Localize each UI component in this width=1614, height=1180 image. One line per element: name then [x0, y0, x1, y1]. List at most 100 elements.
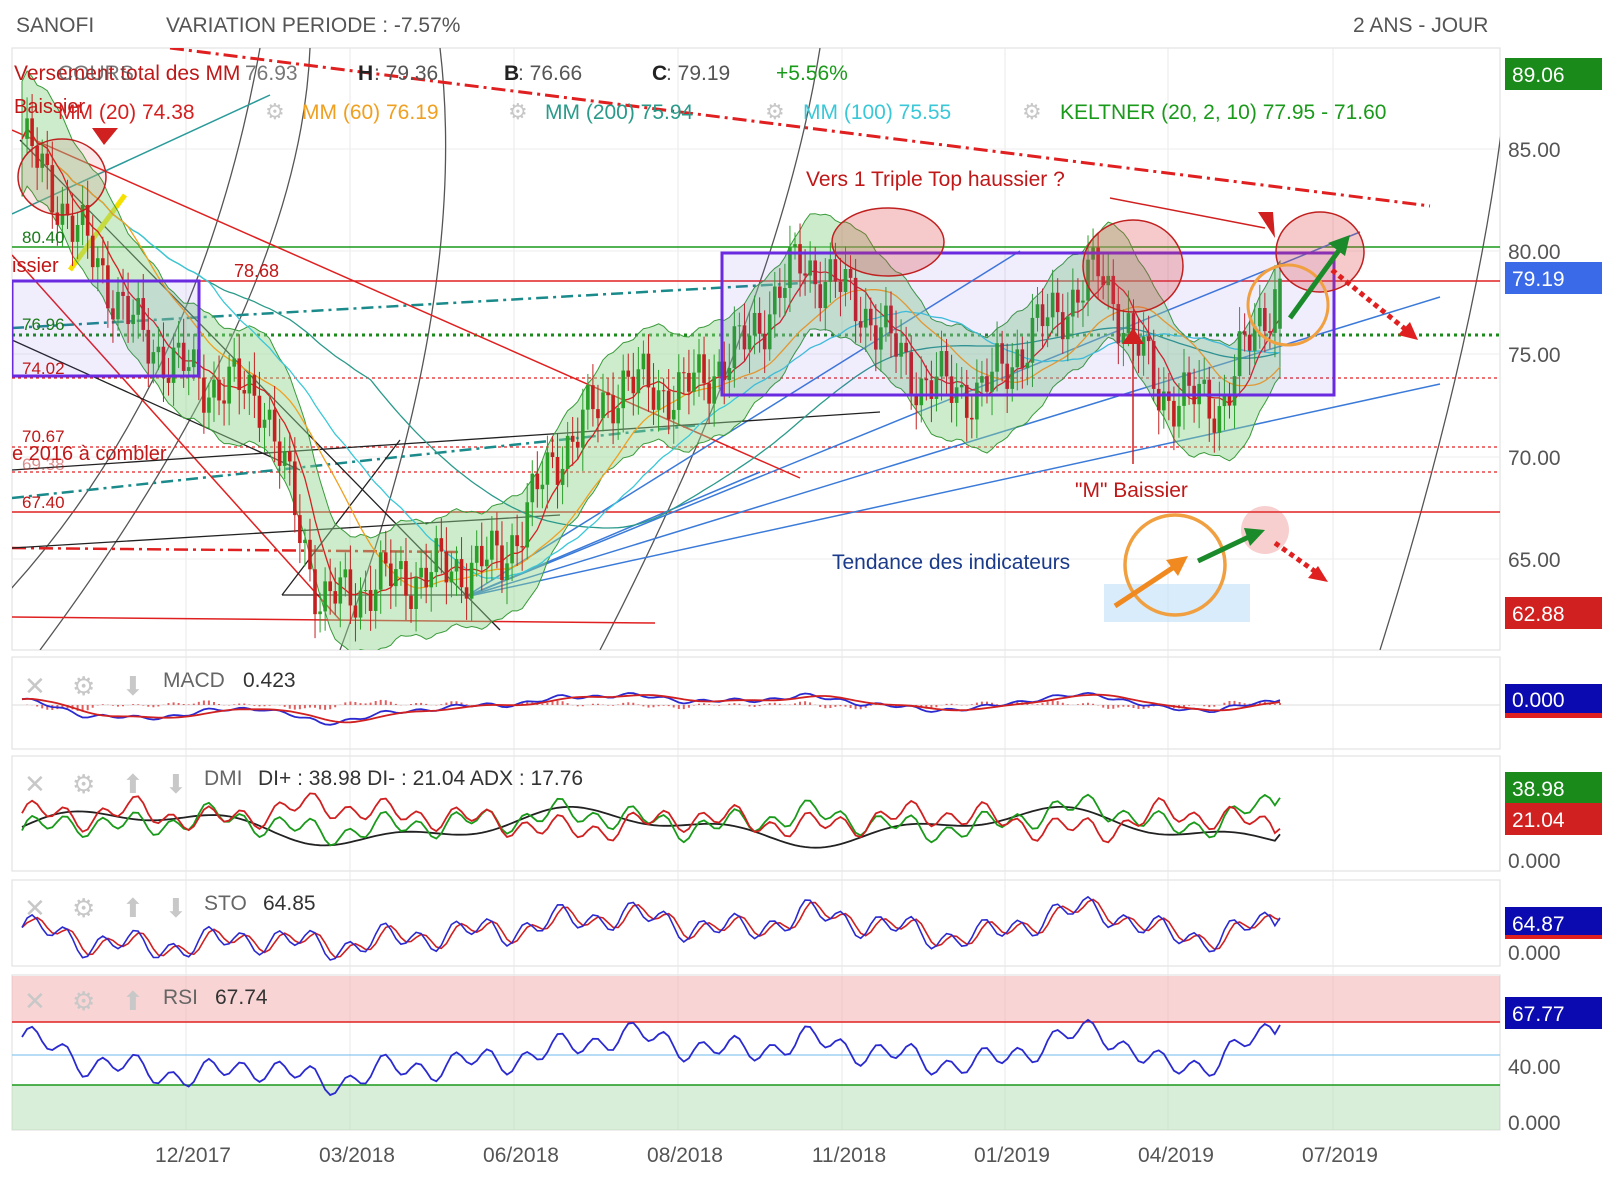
candle-body [303, 539, 307, 544]
arrow-up-icon[interactable]: ⬆ [122, 893, 144, 923]
candle-body [106, 265, 110, 309]
candle-body [318, 611, 322, 615]
candle-body [646, 353, 651, 388]
rsi-tick-40: 40.00 [1508, 1056, 1561, 1079]
candle-body [156, 346, 161, 353]
candle-body [990, 371, 994, 392]
candle-body [828, 259, 833, 282]
change-value: +5.56% [776, 62, 848, 85]
close-icon[interactable]: ✕ [24, 671, 46, 701]
candle-body [712, 376, 716, 404]
candle-body [980, 376, 984, 383]
candle-body [1096, 247, 1100, 277]
arrow-down-icon[interactable]: ⬇ [165, 893, 187, 923]
candle-body [874, 325, 878, 350]
sto-signal [21, 898, 1281, 959]
candle-body [959, 384, 964, 388]
gear-icon[interactable]: ⚙ [765, 99, 785, 124]
candles [25, 94, 1282, 642]
candle-body [1121, 332, 1126, 344]
candle-body [126, 295, 130, 325]
candle-body [242, 390, 247, 394]
candle-body [424, 567, 428, 588]
candle-body [429, 572, 434, 588]
candle-body [732, 326, 737, 369]
keltner-band [21, 70, 1281, 650]
mm-60-line [21, 127, 1281, 589]
candle-body [272, 409, 277, 442]
candle-body [919, 378, 924, 406]
mm-100-line [21, 127, 1281, 579]
mm-20-line [21, 127, 1281, 597]
arrow-up-icon[interactable]: ⬆ [122, 986, 144, 1016]
mm-200-line [21, 127, 1281, 529]
gear-icon[interactable]: ⚙ [72, 769, 95, 799]
close-icon[interactable]: ✕ [24, 986, 46, 1016]
candle-body [772, 286, 777, 315]
candle-body [1010, 367, 1015, 389]
candle-body [520, 546, 524, 548]
arrow-down-icon[interactable]: ⬇ [165, 769, 187, 799]
dmi-value: DI+ : 38.98 DI- : 21.04 ADX : 17.76 [258, 767, 583, 790]
candle-body [45, 153, 50, 166]
date-tick: 04/2019 [1138, 1144, 1214, 1167]
close-icon[interactable]: ✕ [24, 893, 46, 923]
support-resistance-levels [12, 246, 1500, 513]
candle-body [671, 409, 676, 420]
candle-body [616, 408, 620, 424]
candle-body [838, 281, 843, 292]
candle-body [111, 308, 115, 320]
candle-body [1227, 395, 1232, 406]
candle-body [490, 530, 494, 560]
gear-icon[interactable]: ⚙ [508, 99, 528, 124]
candle-body [611, 395, 615, 424]
candle-body [1177, 405, 1181, 427]
arrow-down-icon[interactable]: ⬇ [122, 671, 144, 701]
candle-body [353, 605, 358, 618]
gear-icon[interactable]: ⚙ [72, 986, 95, 1016]
sto-panel-frame [11, 879, 1501, 967]
baissier-label-top: Baissier [14, 96, 85, 118]
candle-body [141, 298, 146, 330]
quote-row: Versement total des MM COURS 76.93 H : 7… [14, 62, 848, 85]
black-trend-lines [12, 139, 881, 631]
range-box-right [720, 251, 1336, 397]
top-circles [17, 138, 1365, 313]
candle-body [262, 419, 267, 428]
candle-body [394, 569, 398, 587]
di-minus-badge: 21.04 [1512, 809, 1565, 832]
candle-body [636, 369, 641, 394]
close-icon[interactable]: ✕ [24, 769, 46, 799]
candle-body [687, 372, 691, 392]
arrow-up-icon[interactable]: ⬆ [122, 769, 144, 799]
candle-body [70, 215, 75, 242]
arrows [92, 128, 1418, 464]
triple-top-label: Vers 1 Triple Top haussier ? [806, 168, 1065, 191]
gear-icon[interactable]: ⚙ [265, 99, 285, 124]
candle-body [1257, 308, 1262, 327]
candle-body [464, 587, 469, 599]
candle-body [1237, 331, 1242, 377]
candle-body [1071, 289, 1075, 317]
candle-body [474, 545, 479, 563]
candle-body [80, 204, 85, 225]
sto-line [21, 895, 1281, 961]
candle-body [985, 376, 989, 392]
badge-low: 62.88 [1512, 603, 1565, 626]
gear-icon[interactable]: ⚙ [72, 893, 95, 923]
gear-icon[interactable]: ⚙ [72, 671, 95, 701]
candle-body [717, 361, 722, 377]
candle-body [217, 379, 221, 401]
candle-body [762, 333, 767, 350]
candle-body [707, 383, 711, 404]
level-6740: 67.40 [22, 493, 65, 512]
candle-body [975, 382, 979, 420]
candle-body [510, 535, 514, 564]
candle-body [586, 385, 590, 410]
candle-body [293, 461, 297, 516]
candle-body [702, 354, 706, 384]
candle-body [1126, 313, 1131, 333]
candle-body [439, 538, 444, 552]
candle-body [1268, 331, 1272, 333]
gear-icon[interactable]: ⚙ [1022, 99, 1042, 124]
